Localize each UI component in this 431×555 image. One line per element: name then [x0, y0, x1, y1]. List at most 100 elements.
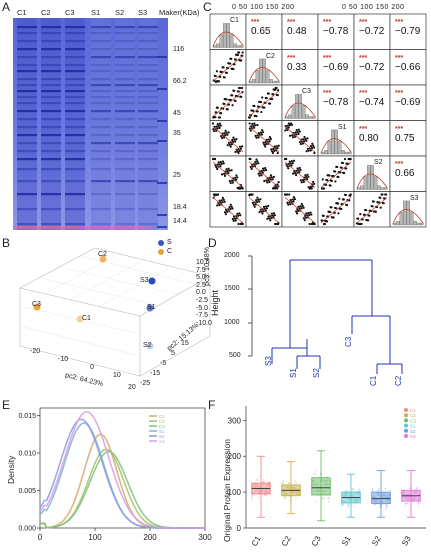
corr-diag-label: C1 — [230, 17, 239, 24]
corr-coefficient: *** −0.74 — [359, 90, 384, 108]
corr-scatter-point — [303, 135, 306, 139]
corr-scatter-point — [226, 169, 229, 173]
corr-scatter-point — [374, 210, 377, 213]
corr-coefficient: *** −0.78 — [323, 19, 348, 37]
corr-scatter-point — [268, 176, 271, 179]
box-category-label: S2 — [370, 534, 383, 547]
box-jitter-point — [250, 498, 253, 501]
corr-scatter-point — [300, 202, 303, 206]
corr-hist-bar — [331, 129, 335, 155]
corr-scatter-point — [289, 203, 292, 206]
corr-scatter-point — [290, 123, 293, 126]
gel-band — [91, 168, 111, 171]
corr-hist-bar — [272, 80, 277, 84]
density-legend-label: S3 — [159, 439, 165, 444]
corr-scatter-point — [228, 143, 231, 146]
gel-band — [91, 32, 111, 35]
corr-value: −0.72 — [359, 61, 385, 73]
pca-point — [99, 255, 107, 263]
density-legend-label: S2 — [159, 434, 165, 439]
corr-significance-stars: *** — [395, 54, 404, 62]
corr-scatter-point — [262, 167, 265, 170]
corr-scatter-point — [346, 203, 349, 207]
corr-scatter-point — [222, 162, 225, 165]
corr-scatter-point — [259, 101, 263, 104]
corr-scatter-point — [260, 110, 263, 114]
corr-scatter-point — [360, 222, 363, 226]
dendro-leaf: C3 — [344, 336, 353, 347]
corr-scatter-point — [292, 172, 295, 175]
gel-band — [115, 102, 135, 105]
gel-band — [138, 56, 158, 59]
corr-scatter-point — [313, 151, 316, 155]
corr-hist-bar — [259, 58, 263, 84]
gel-band — [115, 70, 135, 73]
gel-band — [115, 180, 135, 183]
corr-fit-line — [248, 126, 280, 153]
corr-scatter-point — [313, 146, 316, 149]
gel-band — [115, 56, 135, 59]
corr-scatter-point — [309, 187, 312, 190]
gel-band — [91, 64, 111, 67]
corr-scatter-point — [334, 170, 337, 173]
corr-scatter-point — [305, 139, 308, 142]
corr-scatter-point — [271, 151, 275, 155]
corr-hist-bar — [406, 200, 410, 226]
corr-scatter-point — [255, 136, 258, 139]
corr-scatter-point — [329, 210, 332, 214]
pca-point — [76, 315, 84, 323]
corr-scatter-point — [321, 178, 324, 181]
pca-point-label: C3 — [32, 301, 41, 308]
dendro-y-tick: 1500 — [224, 285, 240, 292]
corr-scatter-point — [221, 201, 224, 204]
corr-cell-frame — [209, 84, 247, 121]
corr-scatter-point — [264, 141, 267, 144]
corr-scatter-point — [292, 196, 296, 199]
box-jitter-point — [295, 482, 297, 485]
gel-band — [115, 96, 135, 99]
corr-scatter-point — [295, 212, 299, 215]
corr-significance-stars: *** — [323, 19, 332, 26]
gel-band — [41, 70, 61, 73]
corr-scatter-point — [299, 142, 302, 146]
corr-scatter-point — [226, 144, 229, 147]
corr-scatter-point — [218, 199, 221, 202]
gel-band — [41, 96, 61, 99]
corr-scatter-point — [268, 135, 272, 139]
dendro-y-label: Height — [210, 289, 220, 316]
corr-scatter-point — [223, 172, 226, 175]
corr-scatter-point — [265, 138, 268, 141]
corr-scatter-point — [231, 181, 234, 184]
corr-scatter-point — [241, 187, 244, 190]
corr-value: 0.66 — [395, 168, 415, 179]
box-y-tick-label: 300 — [228, 416, 242, 425]
corr-hist-bar — [298, 94, 302, 119]
gel-band — [65, 48, 85, 51]
corr-scatter-point — [323, 222, 326, 226]
corr-hist-bar — [380, 187, 385, 190]
corr-scatter-point — [248, 122, 251, 125]
corr-scatter-point — [232, 140, 235, 144]
gel-band — [138, 110, 158, 113]
corr-density-curve — [284, 102, 316, 118]
corr-scatter-point — [277, 144, 280, 147]
corr-value: −0.78 — [323, 26, 349, 37]
box-jitter-point — [418, 502, 421, 505]
box-jitter-point — [262, 481, 264, 483]
gel-band — [41, 32, 61, 35]
corr-hist-bar — [255, 69, 260, 84]
box-jitter-point — [263, 494, 266, 496]
corr-scatter-point — [349, 194, 352, 197]
corr-scatter-point — [229, 145, 232, 148]
corr-scatter-point — [272, 212, 275, 215]
dendrogram-svg — [248, 255, 403, 374]
corr-scatter-point — [288, 193, 291, 196]
box-c3 — [311, 477, 331, 496]
corr-scatter-point — [233, 217, 236, 220]
corr-scatter-point — [248, 194, 251, 197]
corr-scatter-point — [268, 217, 271, 220]
gel-band — [91, 56, 111, 59]
box-jitter-point — [294, 480, 297, 482]
gel-band — [91, 150, 111, 153]
box-jitter-point — [322, 497, 325, 499]
